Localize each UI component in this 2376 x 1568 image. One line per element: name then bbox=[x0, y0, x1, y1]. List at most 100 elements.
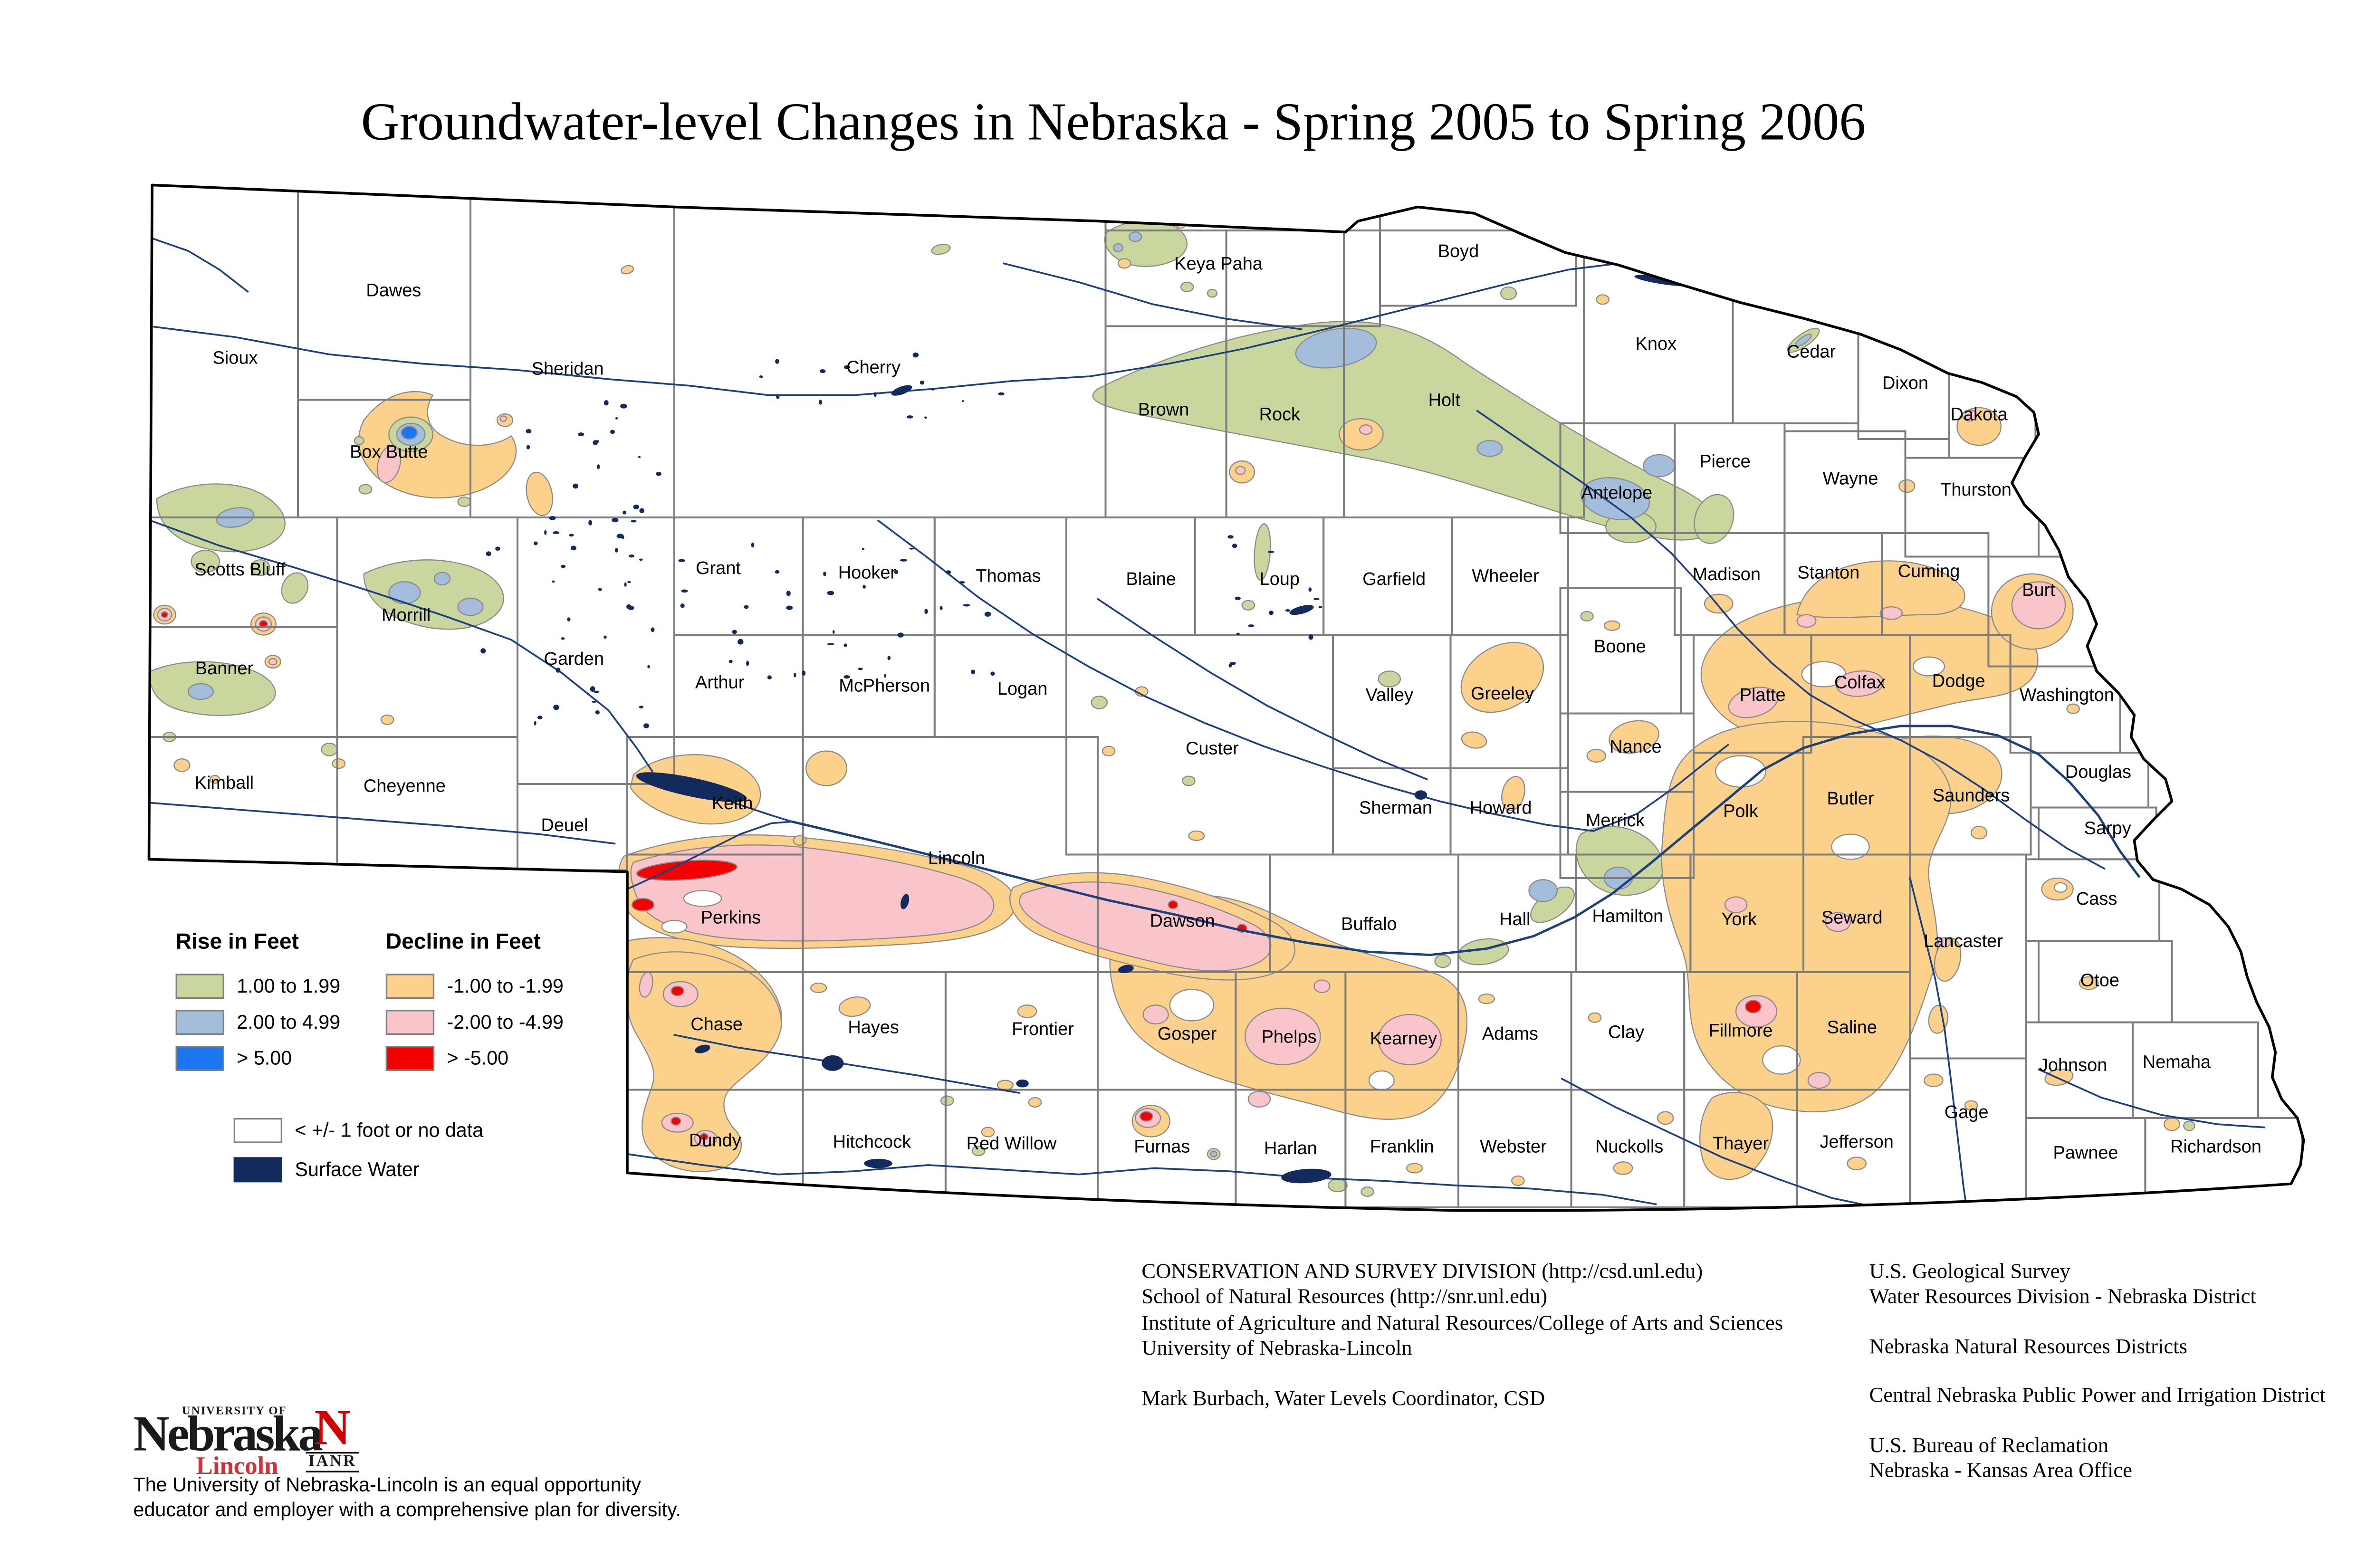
county-label-webster: Webster bbox=[1480, 1137, 1547, 1157]
county-label-clay: Clay bbox=[1608, 1023, 1644, 1042]
region-decline bbox=[2066, 703, 2080, 714]
legend-label: > 5.00 bbox=[237, 1046, 292, 1069]
county-labels: Sioux Dawes Box Butte Sheridan Cherry Keya Pa… bbox=[194, 241, 2261, 1163]
credit-line: Water Resources Division - Nebraska Dist… bbox=[1869, 1285, 2256, 1309]
county-label-nuckolls: Nuckolls bbox=[1595, 1137, 1663, 1157]
county-label-loup: Loup bbox=[1260, 569, 1300, 589]
region-rise bbox=[971, 1146, 986, 1157]
hayes-lake bbox=[822, 1055, 844, 1071]
sandhills-lake-speck bbox=[939, 606, 943, 611]
region-rise bbox=[940, 1095, 954, 1106]
county-label-dakota: Dakota bbox=[1950, 404, 2008, 424]
county-label-gage: Gage bbox=[1945, 1102, 1989, 1122]
credits-agencies: U.S. Geological Survey Water Resources D… bbox=[1869, 1259, 2326, 1484]
region-decline bbox=[996, 1080, 1014, 1090]
region-decline5 bbox=[671, 985, 684, 996]
county-kimball bbox=[149, 736, 338, 871]
region-decline bbox=[1511, 1175, 1525, 1186]
legend-item: < +/- 1 foot or no data bbox=[233, 1110, 646, 1149]
county-label-red-willow: Red Willow bbox=[967, 1134, 1057, 1154]
region-decline bbox=[1934, 937, 1962, 982]
sandhills-lake-speck bbox=[592, 701, 596, 703]
sandhills-lake-speck bbox=[920, 380, 925, 385]
legend-label: -1.00 to -1.99 bbox=[447, 974, 564, 997]
county-label-merrick: Merrick bbox=[1586, 811, 1645, 831]
sandhills-lake-speck bbox=[569, 534, 574, 537]
legend-decline-title: Decline in Feet bbox=[385, 928, 541, 954]
region-decline bbox=[380, 714, 394, 725]
region-rise bbox=[1694, 494, 1734, 544]
region-hole bbox=[1762, 1045, 1801, 1075]
sandhills-lake-speck bbox=[526, 445, 530, 449]
white-river bbox=[151, 237, 249, 293]
region-rise bbox=[1112, 243, 1123, 252]
sandhills-lake-speck bbox=[818, 400, 823, 405]
legend-label: > -5.00 bbox=[447, 1046, 509, 1069]
county-label-hitchcock: Hitchcock bbox=[833, 1132, 911, 1152]
sandhills-lake-speck bbox=[598, 588, 602, 591]
region-decline bbox=[1964, 1100, 1978, 1111]
region-decline bbox=[1017, 1004, 1037, 1018]
region-decline bbox=[332, 758, 346, 769]
harlan-county-lake bbox=[1281, 1168, 1332, 1184]
region-decline bbox=[1603, 620, 1621, 631]
credit-line: CONSERVATION AND SURVEY DIVISION (http:/… bbox=[1141, 1259, 1703, 1283]
region-rise bbox=[281, 572, 309, 604]
equal-opportunity-statement: The University of Nebraska-Lincoln is an… bbox=[134, 1472, 681, 1523]
region-decline bbox=[1359, 424, 1373, 435]
credits-csd: CONSERVATION AND SURVEY DIVISION (http:/… bbox=[1141, 1259, 1783, 1411]
sandhills-lake-speck bbox=[827, 643, 834, 645]
county-label-harlan: Harlan bbox=[1264, 1138, 1317, 1158]
county-label-richardson: Richardson bbox=[2170, 1137, 2261, 1157]
region-decline bbox=[526, 471, 553, 516]
county-label-dawes: Dawes bbox=[366, 281, 421, 301]
sandhills-lake-speck bbox=[963, 604, 970, 607]
sandhills-lake-speck bbox=[971, 669, 976, 674]
county-label-garden: Garden bbox=[544, 649, 604, 669]
sandhills-lake-speck bbox=[906, 415, 913, 419]
legend-item: 2.00 to 4.99 bbox=[175, 1004, 386, 1040]
region-decline bbox=[1117, 258, 1131, 269]
sandhills-lake-speck bbox=[786, 591, 791, 596]
county-label-cherry: Cherry bbox=[846, 357, 901, 377]
county-label-sioux: Sioux bbox=[213, 348, 258, 368]
region-rise bbox=[931, 244, 951, 255]
region-decline bbox=[1501, 776, 1525, 811]
region-decline bbox=[1596, 294, 1610, 305]
region-rise bbox=[321, 743, 338, 756]
region-kearney-decline2 bbox=[1378, 1013, 1442, 1065]
credit-line: School of Natural Resources (http://snr.… bbox=[1141, 1285, 1548, 1309]
sandhills-lake-speck bbox=[549, 516, 556, 520]
sandhills-lake-speck bbox=[651, 627, 655, 632]
region-phelps-decline2 bbox=[1245, 1007, 1321, 1065]
page-title: Groundwater-level Changes in Nebraska - … bbox=[361, 94, 1866, 153]
republican-river bbox=[626, 1153, 1657, 1205]
region-decline5 bbox=[631, 898, 655, 912]
region-rise bbox=[1327, 1178, 1348, 1193]
region-rise bbox=[354, 436, 364, 445]
credit-line: U.S. Geological Survey bbox=[1869, 1259, 2070, 1283]
region-rise bbox=[1128, 231, 1142, 242]
region-decline bbox=[1142, 1004, 1169, 1025]
sandhills-lake-speck bbox=[862, 584, 866, 589]
region-decline bbox=[805, 750, 848, 786]
region-hole bbox=[1368, 1070, 1395, 1090]
county-label-knox: Knox bbox=[1636, 334, 1677, 354]
keya-paha-river bbox=[1003, 262, 1303, 330]
region-rise bbox=[358, 484, 373, 495]
region-decline bbox=[1586, 749, 1607, 763]
sandhills-lake-speck bbox=[616, 534, 624, 539]
region-decline5 bbox=[1744, 1000, 1762, 1013]
sandhills-lake-speck bbox=[678, 559, 685, 563]
region-decline bbox=[268, 658, 278, 666]
rivers bbox=[149, 237, 2266, 1208]
sandhills-lake-speck bbox=[628, 554, 634, 558]
sandhills-lake-speck bbox=[931, 388, 934, 391]
sandhills-lake-speck bbox=[737, 639, 744, 645]
county-label-saunders: Saunders bbox=[1933, 785, 2010, 805]
sandhills-lake-speck bbox=[732, 630, 737, 634]
sandhills-lake-speck bbox=[1232, 544, 1237, 548]
sandhills-lake-speck bbox=[786, 605, 793, 610]
sandhills-lake-speck bbox=[819, 369, 826, 373]
